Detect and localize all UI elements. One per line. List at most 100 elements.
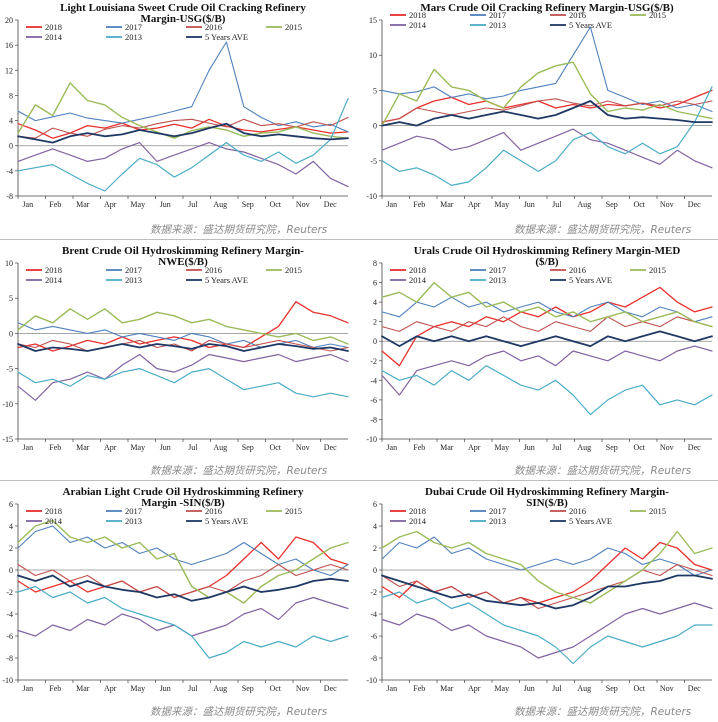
legend-label: 2014 <box>409 20 427 30</box>
y-tick-label: -6 <box>370 396 377 405</box>
series-line-5-years-ave <box>381 574 713 610</box>
x-tick-label: Feb <box>49 443 61 452</box>
legend-label: 2014 <box>409 275 427 285</box>
series-line-2016 <box>17 116 349 139</box>
chart-title: Arabian Light Crude Oil Hydroskimming Re… <box>63 486 304 498</box>
x-tick-label: Apr <box>468 443 481 452</box>
legend-label: 5 Years AVE <box>205 516 248 526</box>
legend-label: 2015 <box>649 265 666 275</box>
series-line-2015 <box>17 519 349 604</box>
x-tick-label: Nov <box>660 684 674 693</box>
series-line-2014 <box>381 345 713 396</box>
series-line-2015 <box>17 308 349 345</box>
x-tick-label: Sep <box>242 200 254 209</box>
legend-label: 5 Years AVE <box>569 516 612 526</box>
y-tick-label: 2 <box>9 544 13 553</box>
y-tick-label: 2 <box>373 544 377 553</box>
x-tick-label: Dec <box>324 200 337 209</box>
y-tick-label: -6 <box>6 632 13 641</box>
chart-llss-usg: Light Louisiana Sweet Crude Oil Cracking… <box>0 0 354 232</box>
chart-arabian-light-sin: Arabian Light Crude Oil Hydroskimming Re… <box>0 484 354 716</box>
series-line-2016 <box>381 316 713 332</box>
chart-title: Dubai Crude Oil Hydroskimming Refinery M… <box>425 486 669 498</box>
x-tick-label: Jul <box>188 684 198 693</box>
legend-label: 2013 <box>125 32 142 42</box>
y-tick-label: 6 <box>373 500 377 509</box>
x-tick-label: Jan <box>386 200 397 209</box>
chart-svg: Mars Crude Oil Cracking Refinery Margin-… <box>366 2 713 209</box>
y-tick-label: 10 <box>5 259 13 268</box>
y-tick-label: -10 <box>2 400 13 409</box>
y-tick-label: 8 <box>373 259 377 268</box>
x-tick-label: Dec <box>688 200 701 209</box>
x-tick-label: Aug <box>577 443 591 452</box>
chart-svg: Brent Crude Oil Hydroskimming Refinery M… <box>2 245 349 452</box>
legend-label: 2014 <box>45 516 63 526</box>
x-tick-label: Oct <box>633 443 645 452</box>
legend-label: 2015 <box>285 22 302 32</box>
y-tick-label: 0 <box>9 329 13 338</box>
x-tick-label: Feb <box>49 684 61 693</box>
series-line-2017 <box>17 41 349 133</box>
series-line-2017 <box>381 296 713 323</box>
legend-label: 2016 <box>205 22 222 32</box>
chart-title: Margin -SIN($/B) <box>141 497 225 509</box>
series-line-2015 <box>381 281 713 328</box>
series-line-5-years-ave <box>381 330 713 347</box>
x-tick-label: Sep <box>606 684 618 693</box>
y-tick-label: -8 <box>370 415 377 424</box>
series-line-2014 <box>381 602 713 659</box>
x-tick-label: Dec <box>688 684 701 693</box>
x-tick-label: Sep <box>242 684 254 693</box>
x-tick-label: Dec <box>324 443 337 452</box>
x-tick-label: Feb <box>413 443 425 452</box>
source-note: 数据来源：盛达期货研究院，Reuters <box>514 465 692 477</box>
y-tick-label: 5 <box>9 294 13 303</box>
legend-label: 2013 <box>125 275 142 285</box>
x-tick-label: Apr <box>104 200 117 209</box>
series-line-5-years-ave <box>17 343 349 352</box>
chart-title: Margin-USG($/B) <box>141 13 226 25</box>
x-tick-label: Mar <box>76 443 90 452</box>
legend-label: 2013 <box>489 275 506 285</box>
legend-label: 2013 <box>125 516 142 526</box>
x-tick-label: Aug <box>577 200 591 209</box>
x-tick-label: Jul <box>552 684 562 693</box>
legend-label: 5 Years AVE <box>205 32 248 42</box>
legend-label: 2014 <box>45 32 63 42</box>
x-tick-label: Feb <box>413 684 425 693</box>
y-tick-label: 4 <box>373 522 377 531</box>
legend-label: 2013 <box>489 516 506 526</box>
legend-label: 2016 <box>205 506 222 516</box>
x-tick-label: Jun <box>524 443 535 452</box>
series-line-5-years-ave <box>17 122 349 144</box>
y-tick-label: 8 <box>9 91 13 100</box>
y-tick-label: -4 <box>6 610 13 619</box>
series-line-2017 <box>17 525 349 577</box>
series-line-2013 <box>17 585 349 659</box>
x-tick-label: May <box>494 200 509 209</box>
x-tick-label: Sep <box>242 443 254 452</box>
chart-title: NWE($/B) <box>158 256 208 268</box>
chart-urals-med: Urals Crude Oil Hydroskimming Refinery M… <box>364 243 718 475</box>
y-tick-label: -4 <box>370 610 377 619</box>
source-note: 数据来源：盛达期货研究院，Reuters <box>150 224 328 236</box>
y-tick-label: -5 <box>6 365 13 374</box>
legend-label: 2013 <box>489 20 506 30</box>
y-tick-label: -10 <box>366 676 377 685</box>
series-line-2015 <box>381 61 713 127</box>
legend-label: 5 Years AVE <box>569 20 612 30</box>
x-tick-label: May <box>130 200 145 209</box>
x-tick-label: Jul <box>188 200 198 209</box>
y-tick-label: -6 <box>370 632 377 641</box>
legend-label: 5 Years AVE <box>569 275 612 285</box>
x-tick-label: Sep <box>606 200 618 209</box>
y-tick-label: -10 <box>366 435 377 444</box>
y-tick-label: -10 <box>366 192 377 201</box>
series-line-2013 <box>381 591 713 665</box>
x-tick-label: Sep <box>606 443 618 452</box>
legend-label: 2017 <box>125 265 142 275</box>
x-tick-label: May <box>494 443 509 452</box>
y-tick-label: -8 <box>6 192 13 201</box>
legend-label: 2015 <box>285 265 302 275</box>
